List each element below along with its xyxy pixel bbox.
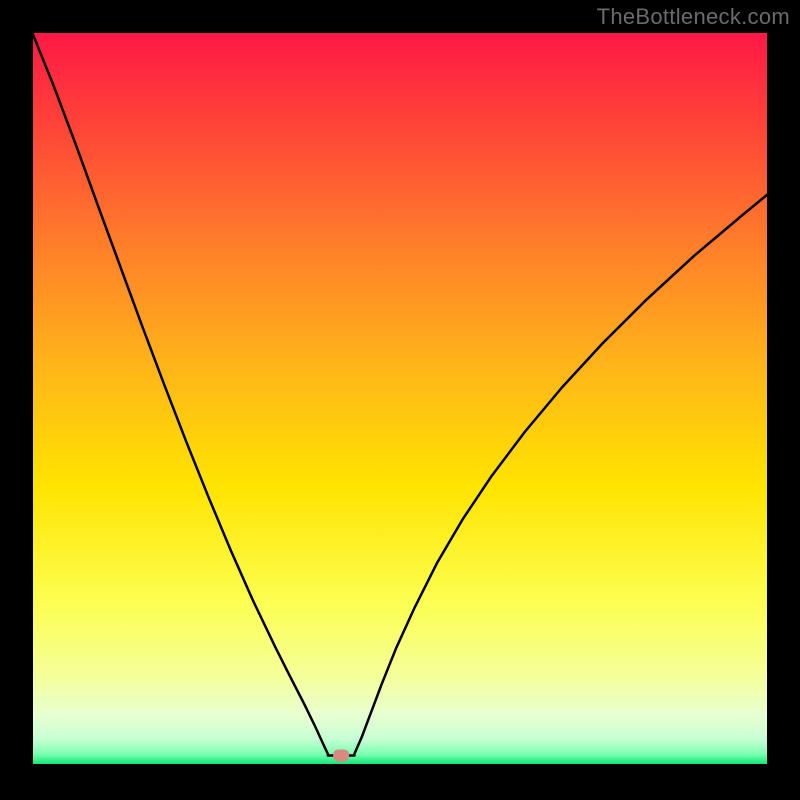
watermark-text: TheBottleneck.com <box>597 4 790 30</box>
optimum-marker <box>333 749 349 761</box>
plot-area <box>32 32 768 765</box>
